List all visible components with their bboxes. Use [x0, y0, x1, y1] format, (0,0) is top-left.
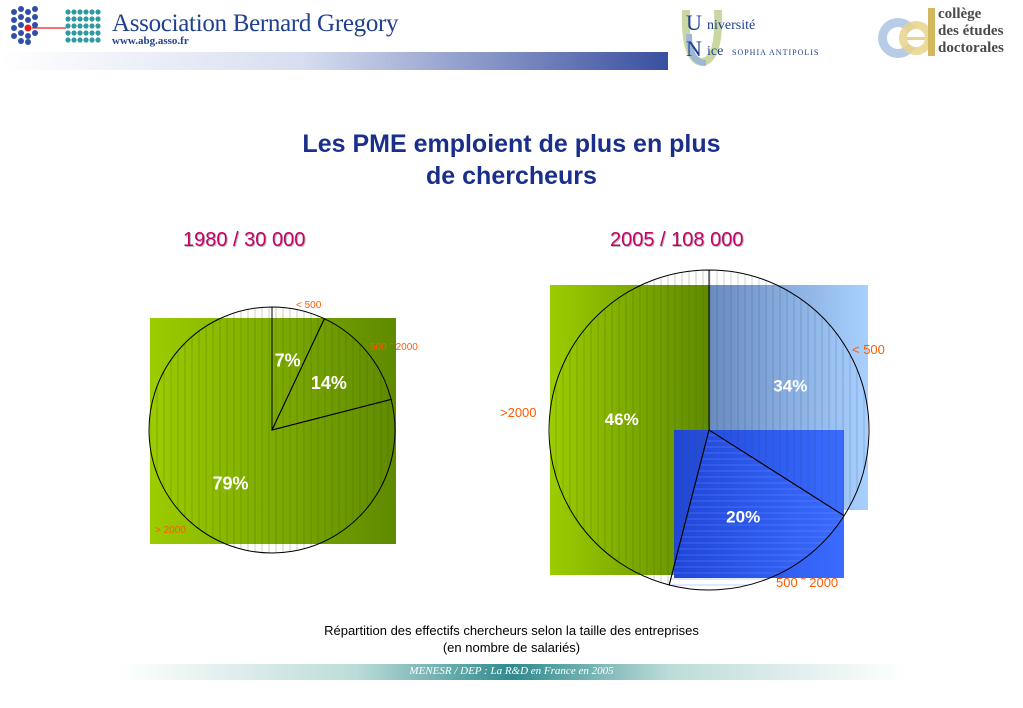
college-line3: doctorales: [938, 40, 1004, 56]
pie-2005-slice-gt2000: [548, 269, 710, 586]
univ-line1: niversité: [707, 18, 756, 33]
pie-2005-value-lt500: 34%: [773, 376, 807, 395]
pie-2005-value-gt2000: 46%: [605, 410, 639, 429]
universite-logo: U N niversité ice SOPHIA ANTIPOLIS: [676, 4, 836, 70]
pie-1980-title: 1980 / 30 000: [183, 229, 306, 251]
pie-2005-label-lt500: < 500: [852, 342, 885, 357]
pie-1980-label-lt500: < 500: [296, 300, 322, 311]
page-title: Les PME emploient de plus en plus de che…: [0, 128, 1023, 192]
pie-2005-slice-lt500: [708, 269, 870, 517]
pie-1980-label-gt2000: > 2000: [155, 525, 186, 536]
pie-1980-value-gt2000: 79%: [212, 474, 248, 494]
pie-1980-label-500-2000: 500 ˜ 2000: [370, 342, 418, 353]
svg-text:N: N: [686, 36, 702, 61]
header-bar: [0, 52, 668, 70]
pie-2005-title: 2005 / 108 000: [610, 229, 744, 251]
caption-line-2: (en nombre de salariés): [442, 640, 581, 655]
pie-1980-value-500-2000: 14%: [311, 373, 347, 393]
caption-line-1: Répartition des effectifs chercheurs sel…: [324, 623, 699, 638]
pie-2005-slice-500-2000: [668, 429, 845, 591]
abg-logo-icon: [11, 6, 101, 45]
title-line-1: Les PME emploient de plus en plus: [302, 130, 721, 158]
college-logo: collège des études doctorales: [876, 6, 1016, 70]
org-name: Association Bernard Gregory: [112, 10, 399, 37]
univ-line2: ice: [707, 44, 724, 59]
chart-caption: Répartition des effectifs chercheurs sel…: [0, 622, 1023, 656]
footer-source: MENESR / DEP : La R&D en France en 2005: [409, 665, 614, 677]
pie-1980-slice-500-2000: [271, 318, 392, 431]
header: Association Bernard Gregory www.abg.asso…: [0, 0, 1023, 75]
univ-line3: SOPHIA ANTIPOLIS: [732, 48, 820, 57]
college-line1: collège: [938, 6, 982, 22]
pie-2005-label-gt2000: >2000: [500, 405, 537, 420]
pie-1980-slice-gt2000: [148, 306, 396, 554]
pie-1980-value-lt500: 7%: [275, 350, 301, 370]
college-line2: des études: [938, 23, 1004, 39]
college-emblem-icon: [878, 8, 935, 58]
pie-2005-value-500-2000: 20%: [726, 507, 760, 526]
org-url[interactable]: www.abg.asso.fr: [112, 35, 189, 47]
footer-bar: [120, 664, 905, 680]
title-line-2: de chercheurs: [426, 162, 597, 190]
universite-emblem-icon: U N: [676, 4, 728, 70]
pie-2005-label-500-2000: 500 ˜ 2000: [776, 575, 839, 590]
svg-text:U: U: [686, 10, 702, 35]
